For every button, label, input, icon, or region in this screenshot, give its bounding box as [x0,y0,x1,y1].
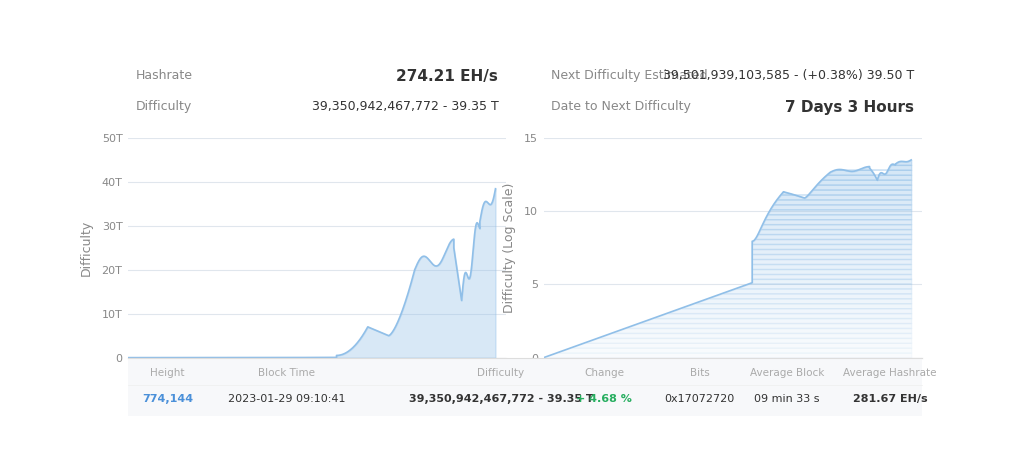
X-axis label: Difficulty (Log Scale): Difficulty (Log Scale) [668,382,798,395]
Text: 2023-01-29 09:10:41: 2023-01-29 09:10:41 [228,394,345,403]
Text: 09 min 33 s: 09 min 33 s [754,394,819,403]
Text: Difficulty: Difficulty [477,368,524,378]
Y-axis label: Difficulty: Difficulty [80,219,93,276]
Text: Bits: Bits [689,368,710,378]
Text: + 4.68 %: + 4.68 % [577,394,632,403]
Text: Average Hashrate: Average Hashrate [843,368,937,378]
Text: 0x17072720: 0x17072720 [665,394,734,403]
Text: Block Time: Block Time [258,368,315,378]
X-axis label: Difficulty: Difficulty [289,382,345,395]
Text: 274.21 EH/s: 274.21 EH/s [396,69,499,84]
Text: Average Block: Average Block [750,368,824,378]
Text: 39,350,942,467,772 - 39.35 T: 39,350,942,467,772 - 39.35 T [409,394,593,403]
Text: 281.67 EH/s: 281.67 EH/s [853,394,927,403]
Text: 7 Days 3 Hours: 7 Days 3 Hours [785,99,914,114]
Text: 39,350,942,467,772 - 39.35 T: 39,350,942,467,772 - 39.35 T [311,99,499,113]
Text: Date to Next Difficulty: Date to Next Difficulty [551,99,691,113]
Text: Hashrate: Hashrate [135,69,193,82]
Y-axis label: Difficulty (Log Scale): Difficulty (Log Scale) [503,183,516,313]
Text: Change: Change [584,368,625,378]
Text: 39,501,939,103,585 - (+0.38%) 39.50 T: 39,501,939,103,585 - (+0.38%) 39.50 T [663,69,914,82]
Text: Next Difficulty Estimated: Next Difficulty Estimated [551,69,708,82]
Text: Height: Height [151,368,185,378]
Text: Difficulty: Difficulty [135,99,191,113]
Text: 774,144: 774,144 [142,394,194,403]
